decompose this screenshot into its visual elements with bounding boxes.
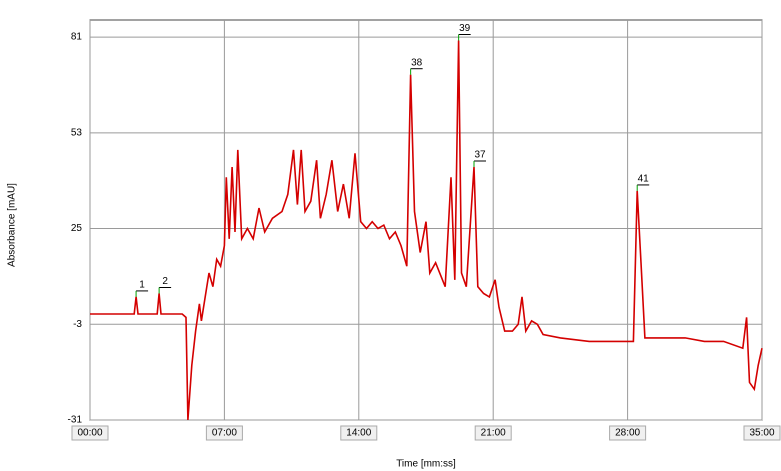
x-tick-label: 21:00 [481,428,506,439]
plot-area [89,19,763,421]
peak-label: 1 [139,280,145,291]
x-tick-label: 35:00 [749,428,774,439]
y-tick-label: 25 [71,223,83,234]
tick-box [205,425,243,441]
tick-box [71,425,109,441]
peak-label: 41 [638,174,650,185]
peak-label: 37 [474,150,486,161]
x-tick-label: 14:00 [346,428,371,439]
x-axis-label: Time [mm:ss] [396,459,456,470]
x-tick-label: 00:00 [77,428,102,439]
x-tick-label: 28:00 [615,428,640,439]
peak-label: 38 [411,57,423,68]
y-tick-label: 81 [71,32,83,43]
y-tick-label: -31 [68,415,83,426]
y-tick-label: 53 [71,127,83,138]
peak-label: 39 [459,23,471,34]
tick-box [743,425,781,441]
y-axis-label: Absorbance [mAU] [7,183,18,267]
peak-label: 2 [162,276,168,287]
x-tick-label: 07:00 [212,428,237,439]
line-series [90,40,763,421]
tick-box [474,425,512,441]
tick-box [609,425,647,441]
tick-box [340,425,378,441]
y-tick-label: -3 [73,319,82,330]
